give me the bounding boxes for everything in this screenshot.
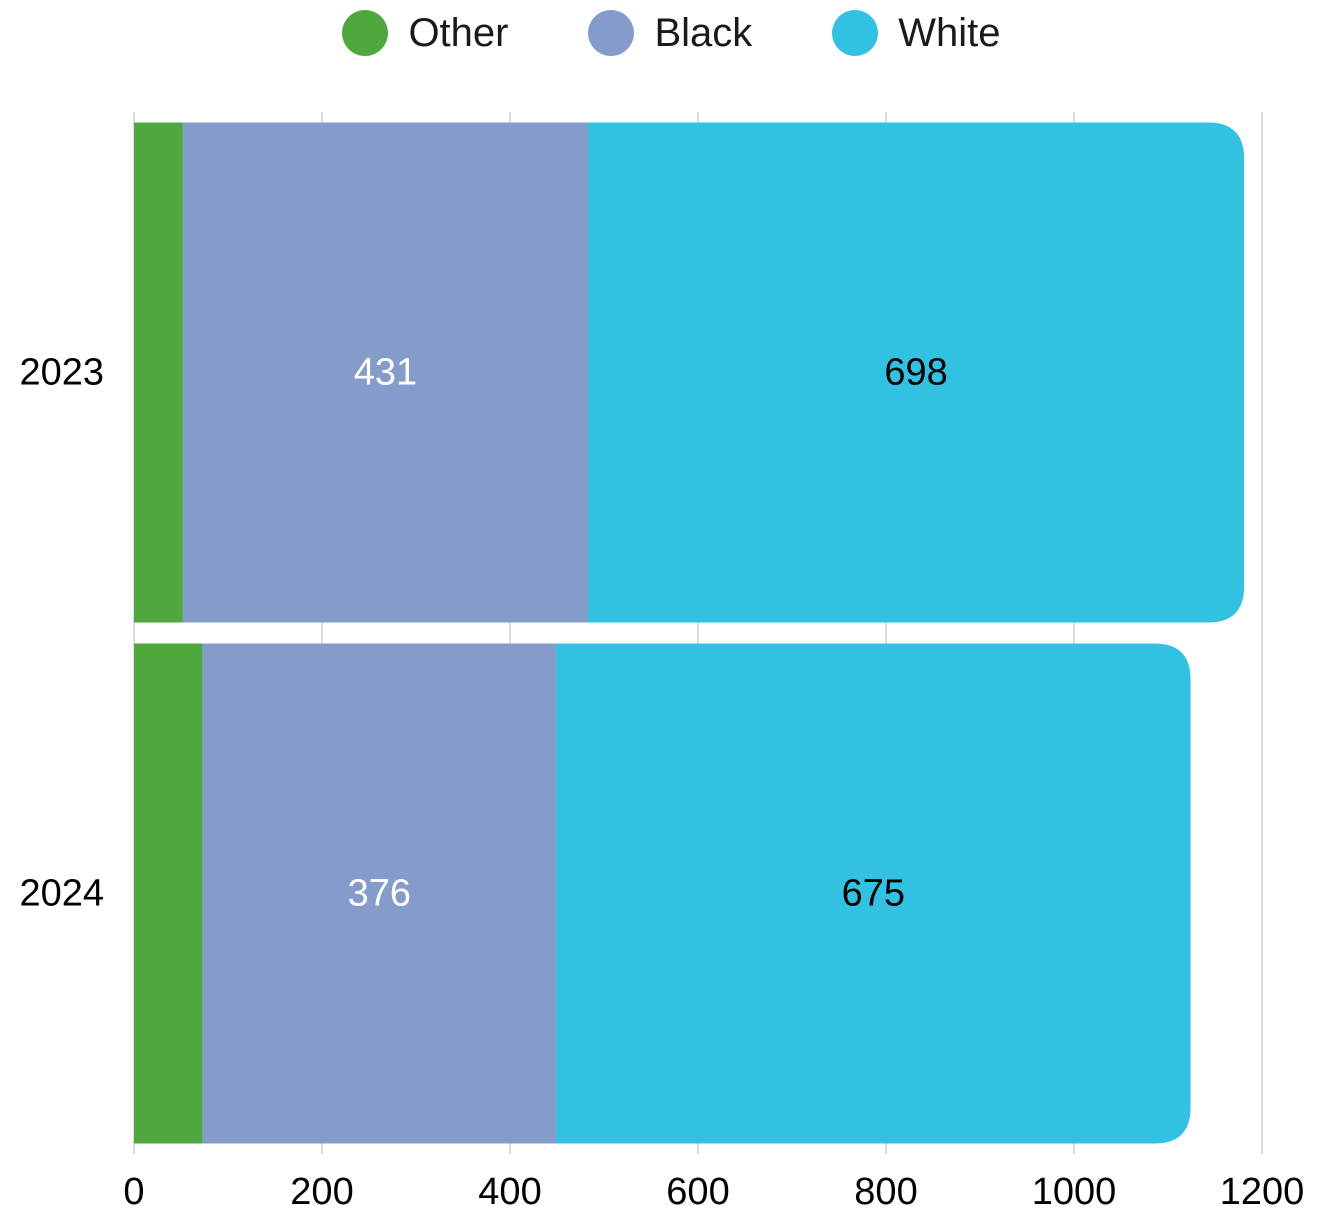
bar-black-2024 (202, 643, 557, 1144)
legend-swatch-black (588, 10, 635, 56)
bar-white-2023 (588, 122, 1245, 623)
bar-black-2023 (182, 122, 589, 623)
legend-swatch-other (342, 10, 389, 56)
x-tick-label-800: 800 (854, 1171, 917, 1212)
data-label-white-2023: 698 (884, 352, 947, 394)
legend-label-white: White (898, 10, 1001, 55)
x-tick-label-1000: 1000 (1032, 1171, 1117, 1212)
category-label-2024: 2024 (19, 873, 104, 915)
legend-swatch-white (832, 10, 879, 56)
x-tick-label-400: 400 (478, 1171, 541, 1212)
legend: Other Black White (10, 8, 1323, 58)
legend-label-black: Black (654, 10, 753, 55)
data-label-black-2024: 376 (348, 873, 411, 915)
x-tick-label-0: 0 (123, 1171, 144, 1212)
x-tick-label-1200: 1200 (1220, 1171, 1305, 1212)
legend-item-other: Other (342, 10, 508, 56)
data-label-white-2024: 675 (842, 873, 905, 915)
x-tick-label-200: 200 (290, 1171, 353, 1212)
legend-label-other: Other (408, 10, 509, 55)
data-label-black-2023: 431 (354, 352, 417, 394)
bar-other-2024 (134, 643, 203, 1144)
bar-white-2024 (556, 643, 1191, 1144)
bar-other-2023 (134, 122, 183, 623)
category-label-2023: 2023 (19, 352, 104, 394)
x-tick-label-600: 600 (666, 1171, 729, 1212)
legend-item-white: White (832, 10, 1001, 56)
legend-item-black: Black (588, 10, 752, 56)
